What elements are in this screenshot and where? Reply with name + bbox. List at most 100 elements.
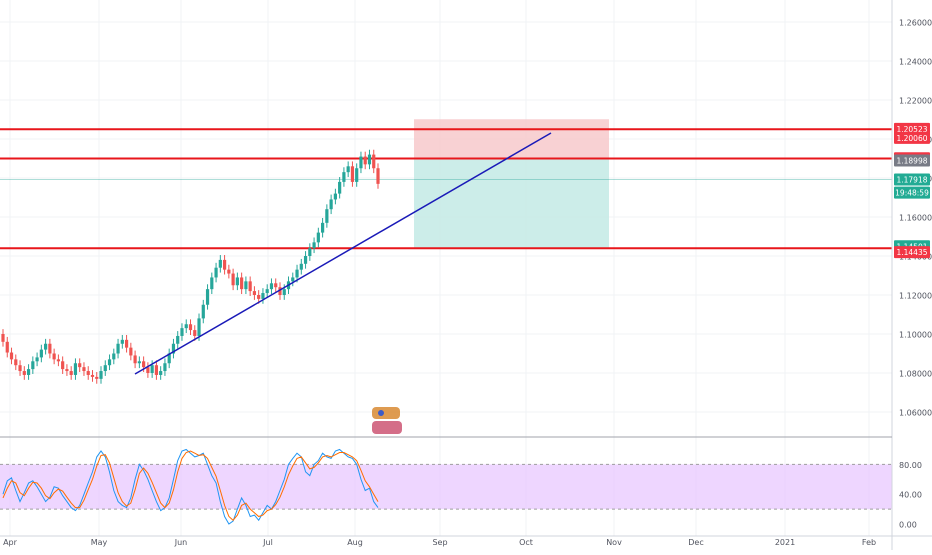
stop-loss-zone <box>414 119 609 159</box>
candle-body <box>252 291 257 295</box>
candle-body <box>363 156 367 165</box>
candle-body <box>73 363 78 375</box>
candle-body <box>308 248 312 256</box>
y-tick-label: 1.10000 <box>899 331 932 340</box>
candle-body <box>282 289 286 295</box>
stoch-k-line <box>2 448 379 525</box>
x-tick-label: Dec <box>688 538 703 547</box>
candle-body <box>78 363 82 368</box>
trendline <box>134 132 552 375</box>
candle-body <box>99 371 103 379</box>
candle-body <box>120 339 124 344</box>
candle-body <box>350 166 355 182</box>
price-tag-label: 1.20060 <box>896 134 927 143</box>
osc-tick-label: 0.00 <box>899 521 917 530</box>
logo-emblem-bottom <box>372 421 402 434</box>
candle-body <box>14 359 18 366</box>
y-tick-label: 1.22000 <box>899 97 932 106</box>
candle-body <box>299 263 303 270</box>
candle-body <box>159 371 163 375</box>
candle-body <box>61 361 65 370</box>
candle-body <box>142 361 146 368</box>
grid-lines <box>0 0 892 536</box>
oscillator-band <box>0 464 892 510</box>
candle-body <box>133 355 137 364</box>
price-tag-label: 1.17918 <box>896 176 927 185</box>
candle-body <box>129 347 133 356</box>
candle-body <box>265 289 269 294</box>
trade-zones <box>414 119 609 249</box>
candle-body <box>69 371 73 375</box>
price-tag-bg <box>894 154 930 167</box>
candle-body <box>35 357 39 362</box>
candle-body <box>82 367 86 372</box>
y-tick-label: 1.24000 <box>899 58 932 67</box>
candle-body <box>235 277 239 286</box>
candle-body <box>338 181 342 194</box>
y-tick-label: 1.26000 <box>899 19 932 28</box>
candle-body <box>197 318 201 336</box>
candle-body <box>355 168 359 182</box>
price-tag-label: 19:48:59 <box>895 189 929 198</box>
candle-body <box>163 363 167 372</box>
candle-body <box>321 222 325 233</box>
x-tick-label: Aug <box>347 538 363 547</box>
candle-body <box>167 353 171 364</box>
logo-emblem-top <box>372 407 400 419</box>
candle-body <box>116 343 120 354</box>
candle-body <box>210 277 214 290</box>
candle-body <box>214 267 218 278</box>
candle-body <box>171 343 176 354</box>
candle-body <box>146 367 150 373</box>
y-tick-label: 1.06000 <box>899 409 932 418</box>
candle-body <box>52 353 56 360</box>
candle-body <box>248 281 252 292</box>
candle-body <box>180 328 184 336</box>
y-tick-label: 1.08000 <box>899 370 932 379</box>
y-tick-label: 1.12000 <box>899 292 932 301</box>
candle-body <box>31 361 35 370</box>
price-tag-label: 1.14435 <box>896 248 927 257</box>
x-tick-label: Apr <box>3 538 18 547</box>
candle-body <box>95 376 99 379</box>
candle-body <box>90 374 95 377</box>
x-tick-label: Oct <box>519 538 533 547</box>
candle-body <box>257 295 261 299</box>
y-tick-label: 1.16000 <box>899 214 932 223</box>
candle-body <box>316 232 320 243</box>
candle-body <box>65 369 69 372</box>
candle-body <box>176 335 180 344</box>
candle-body <box>201 304 205 319</box>
candle-body <box>376 168 380 184</box>
candle-body <box>137 361 141 364</box>
price-tag-bg <box>894 246 930 259</box>
stoch-d-line <box>2 450 379 522</box>
candle-body <box>329 199 333 210</box>
trendline-layer <box>134 132 552 375</box>
candle-body <box>124 339 129 348</box>
x-tick-label: Sep <box>432 538 447 547</box>
candle-body <box>372 154 376 169</box>
candle-body <box>205 289 210 305</box>
osc-tick-label: 40.00 <box>899 491 922 500</box>
candle-body <box>367 154 372 165</box>
price-tag-bg <box>894 186 930 199</box>
candle-body <box>291 277 295 282</box>
candle-body <box>188 324 193 331</box>
horizontal-levels <box>0 128 892 250</box>
candle-body <box>295 269 299 278</box>
candle-body <box>278 287 282 295</box>
x-tick-label: Jul <box>262 538 273 547</box>
watermark-logo <box>372 407 402 434</box>
candle-body <box>325 209 329 223</box>
candle-body <box>18 365 22 372</box>
candle-body <box>240 277 244 290</box>
take-profit-zone <box>414 158 609 249</box>
candle-body <box>244 281 248 290</box>
candle-body <box>218 259 222 268</box>
price-tag-label: 1.20523 <box>896 125 927 134</box>
candle-body <box>44 343 48 350</box>
candle-body <box>269 283 274 290</box>
